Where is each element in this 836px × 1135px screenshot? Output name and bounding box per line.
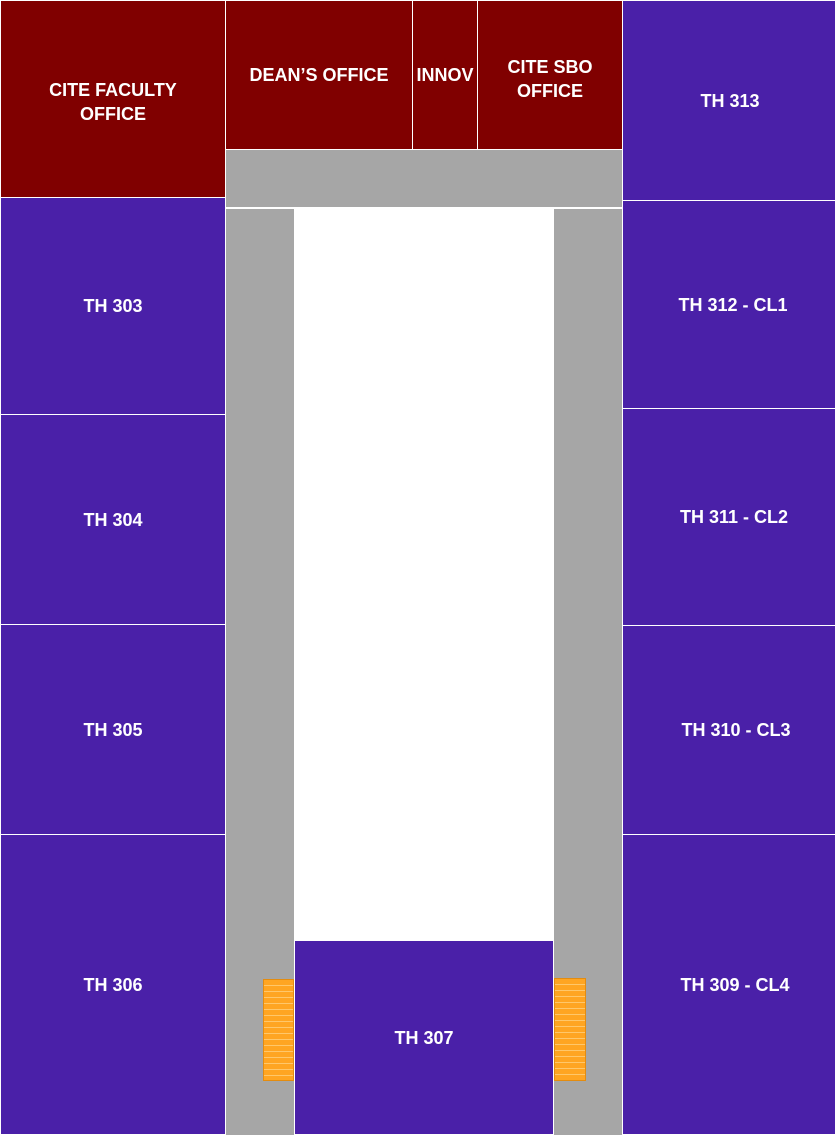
room-deans-office[interactable]: DEAN’S OFFICE: [225, 0, 413, 150]
room-innov[interactable]: INNOV: [412, 0, 478, 150]
room-th310-cl3[interactable]: TH 310 - CL3: [622, 625, 836, 835]
room-th305[interactable]: TH 305: [0, 624, 226, 835]
stairs-right: [554, 978, 586, 1081]
room-th309-cl4[interactable]: TH 309 - CL4: [622, 834, 836, 1135]
room-th303[interactable]: TH 303: [0, 197, 226, 415]
room-th306[interactable]: TH 306: [0, 834, 226, 1135]
room-cite-sbo-office[interactable]: CITE SBO OFFICE: [477, 0, 623, 150]
room-th313[interactable]: TH 313: [622, 0, 836, 201]
room-th312-cl1[interactable]: TH 312 - CL1: [622, 200, 836, 409]
room-th311-cl2[interactable]: TH 311 - CL2: [622, 408, 836, 626]
room-th304[interactable]: TH 304: [0, 414, 226, 625]
corridor-top: [226, 150, 622, 207]
stairs-left: [263, 979, 294, 1081]
room-th307[interactable]: TH 307: [294, 940, 554, 1135]
room-cite-faculty-office[interactable]: CITE FACULTY OFFICE: [0, 0, 226, 198]
